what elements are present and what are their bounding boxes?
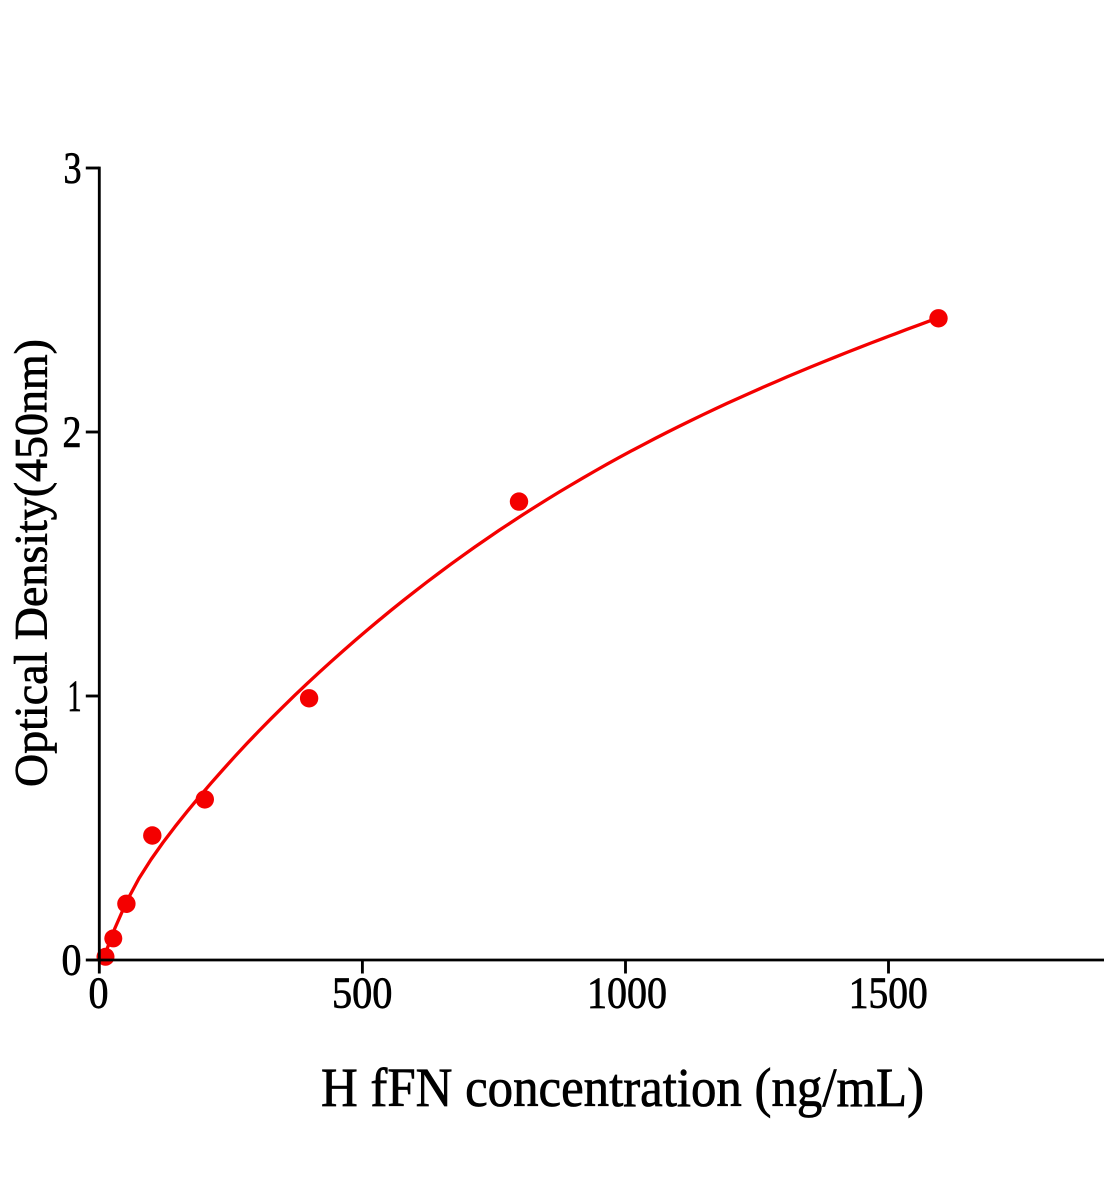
- svg-text:0: 0: [62, 936, 82, 985]
- svg-text:Optical Density(450nm): Optical Density(450nm): [6, 339, 58, 787]
- svg-text:500: 500: [332, 969, 393, 1018]
- svg-text:1500: 1500: [849, 969, 928, 1018]
- svg-text:0: 0: [89, 969, 109, 1018]
- svg-text:2: 2: [63, 408, 82, 457]
- svg-text:H fFN concentration (ng/mL): H fFN concentration (ng/mL): [321, 1057, 924, 1118]
- svg-text:1000: 1000: [587, 969, 667, 1018]
- svg-text:3: 3: [64, 144, 82, 193]
- svg-text:1: 1: [68, 672, 82, 721]
